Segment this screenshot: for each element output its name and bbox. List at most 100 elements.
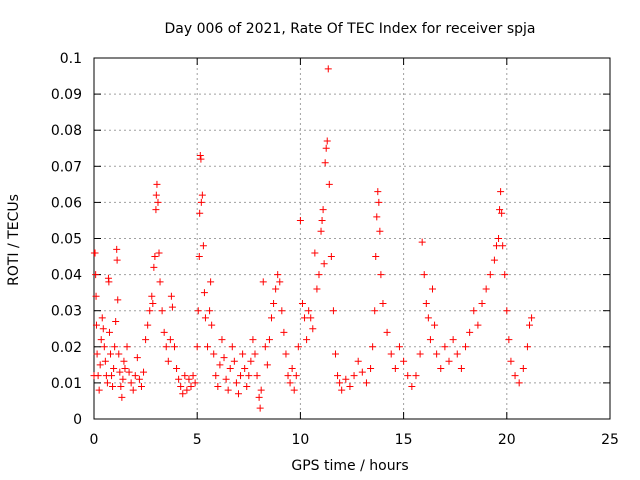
data-point xyxy=(179,390,187,398)
data-point xyxy=(239,350,247,358)
data-point xyxy=(298,299,306,307)
data-point xyxy=(257,386,265,394)
data-point xyxy=(256,404,264,412)
data-point xyxy=(395,343,403,351)
data-point xyxy=(497,188,505,196)
data-point xyxy=(198,191,206,199)
data-point xyxy=(379,299,387,307)
y-tick-label: 0 xyxy=(73,412,82,428)
data-point xyxy=(499,242,507,250)
data-point xyxy=(263,361,271,369)
data-point xyxy=(375,198,383,206)
data-point xyxy=(197,155,205,163)
data-point xyxy=(431,321,439,329)
data-point xyxy=(137,383,145,391)
y-tick-label: 0.01 xyxy=(51,376,82,392)
data-point xyxy=(164,357,172,365)
data-point xyxy=(408,383,416,391)
data-point xyxy=(151,253,159,261)
data-point xyxy=(374,188,382,196)
data-point xyxy=(424,314,432,322)
data-point xyxy=(98,314,106,322)
data-point xyxy=(230,357,238,365)
data-point xyxy=(404,372,412,380)
data-point xyxy=(373,213,381,221)
axis-ticks: 0 5 10 15 20 25 0 0.01 0.02 0.03 0.04 0.05 0.06 0.07 0… xyxy=(51,51,619,448)
data-point xyxy=(470,307,478,315)
chart-title: Day 006 of 2021, Rate Of TEC Index for r… xyxy=(164,21,535,37)
x-tick-label: 15 xyxy=(395,432,413,448)
data-point xyxy=(336,379,344,387)
data-point xyxy=(204,343,212,351)
data-point xyxy=(183,386,191,394)
data-point xyxy=(150,263,158,271)
data-point xyxy=(327,253,335,261)
data-points xyxy=(90,65,536,412)
data-point xyxy=(207,278,215,286)
data-point xyxy=(354,357,362,365)
data-point xyxy=(120,357,128,365)
data-point xyxy=(338,386,346,394)
data-point xyxy=(196,209,204,217)
data-point xyxy=(496,206,504,214)
data-point xyxy=(259,278,267,286)
data-point xyxy=(490,256,498,264)
data-point xyxy=(241,364,249,372)
data-point xyxy=(218,336,226,344)
data-point xyxy=(173,364,181,372)
data-point xyxy=(152,191,160,199)
y-tick-label: 0.04 xyxy=(51,268,82,284)
data-point xyxy=(412,372,420,380)
data-point xyxy=(214,383,222,391)
data-point xyxy=(153,180,161,188)
data-point xyxy=(114,296,122,304)
data-point xyxy=(309,325,317,333)
y-tick-label: 0.03 xyxy=(51,304,82,320)
data-point xyxy=(146,307,154,315)
data-point xyxy=(505,336,513,344)
data-point xyxy=(177,383,185,391)
data-point xyxy=(168,303,176,311)
data-point xyxy=(193,343,201,351)
data-point xyxy=(154,198,162,206)
data-point xyxy=(449,336,457,344)
data-point xyxy=(237,372,245,380)
data-point xyxy=(129,386,137,394)
data-point xyxy=(92,292,100,300)
data-point xyxy=(118,393,126,401)
x-tick-label: 0 xyxy=(90,432,99,448)
data-point xyxy=(220,354,228,362)
data-point xyxy=(216,361,224,369)
data-point xyxy=(503,307,511,315)
data-point xyxy=(96,361,104,369)
data-point xyxy=(181,372,189,380)
data-point xyxy=(428,285,436,293)
data-point xyxy=(97,336,105,344)
data-point xyxy=(175,375,183,383)
data-point xyxy=(371,307,379,315)
data-point xyxy=(212,372,220,380)
data-point xyxy=(194,307,202,315)
data-point xyxy=(515,379,523,387)
x-tick-label: 25 xyxy=(601,432,619,448)
data-point xyxy=(222,375,230,383)
data-point xyxy=(125,368,133,376)
data-point xyxy=(315,271,323,279)
data-point xyxy=(101,357,109,365)
data-point xyxy=(301,314,309,322)
data-point xyxy=(131,372,139,380)
data-point xyxy=(307,314,315,322)
data-point xyxy=(245,372,253,380)
data-point xyxy=(142,336,150,344)
grid-lines xyxy=(94,58,610,419)
data-point xyxy=(377,271,385,279)
data-point xyxy=(358,368,366,376)
data-point xyxy=(418,238,426,246)
data-point xyxy=(369,343,377,351)
data-point xyxy=(109,383,117,391)
data-point xyxy=(400,357,408,365)
data-point xyxy=(94,372,102,380)
data-point xyxy=(158,307,166,315)
data-point xyxy=(127,379,135,387)
data-point xyxy=(272,285,280,293)
